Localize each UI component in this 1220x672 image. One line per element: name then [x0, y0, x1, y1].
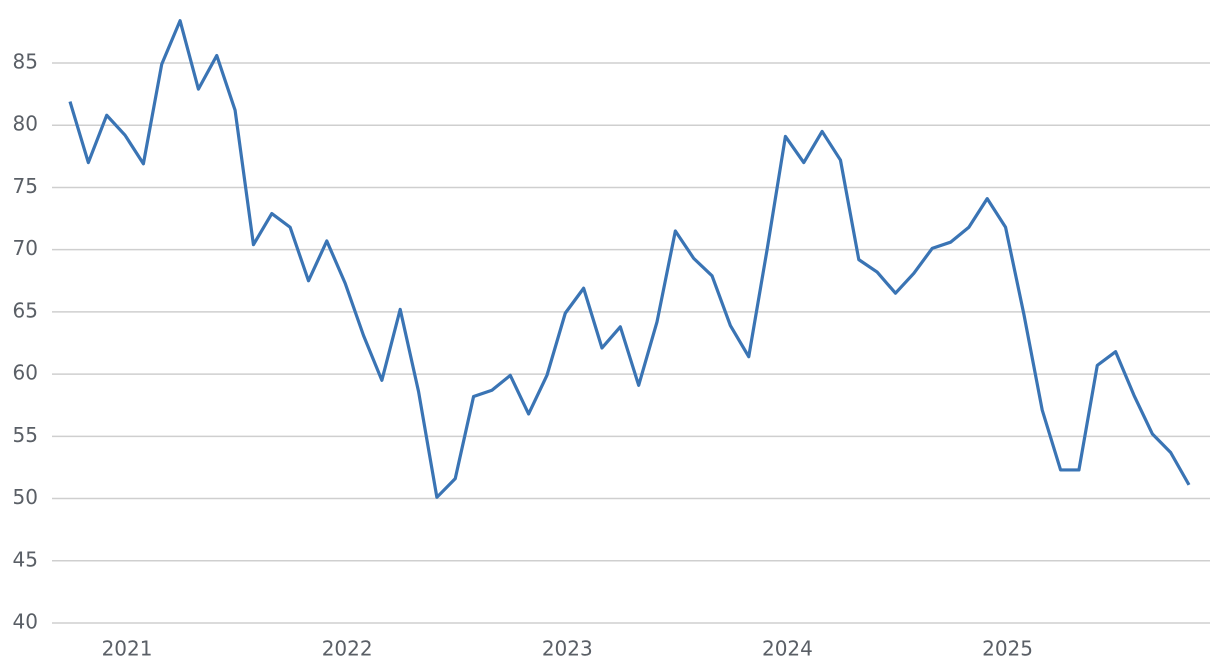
y-tick-label: 70 [13, 236, 38, 260]
y-tick-label: 75 [13, 174, 38, 198]
y-tick-label: 60 [13, 361, 38, 385]
x-tick-label: 2024 [762, 637, 813, 661]
x-tick-label: 2021 [102, 637, 153, 661]
data-line [68, 19, 1191, 499]
y-tick-label: 45 [13, 547, 38, 571]
y-tick-label: 40 [13, 610, 38, 634]
y-tick-label: 85 [13, 50, 38, 74]
x-tick-label: 2023 [542, 637, 593, 661]
x-tick-label: 2025 [982, 637, 1033, 661]
x-tick-label: 2022 [322, 637, 373, 661]
y-tick-label: 80 [13, 112, 38, 136]
y-tick-label: 55 [13, 423, 38, 447]
y-tick-label: 50 [13, 485, 38, 509]
y-tick-label: 65 [13, 298, 38, 322]
